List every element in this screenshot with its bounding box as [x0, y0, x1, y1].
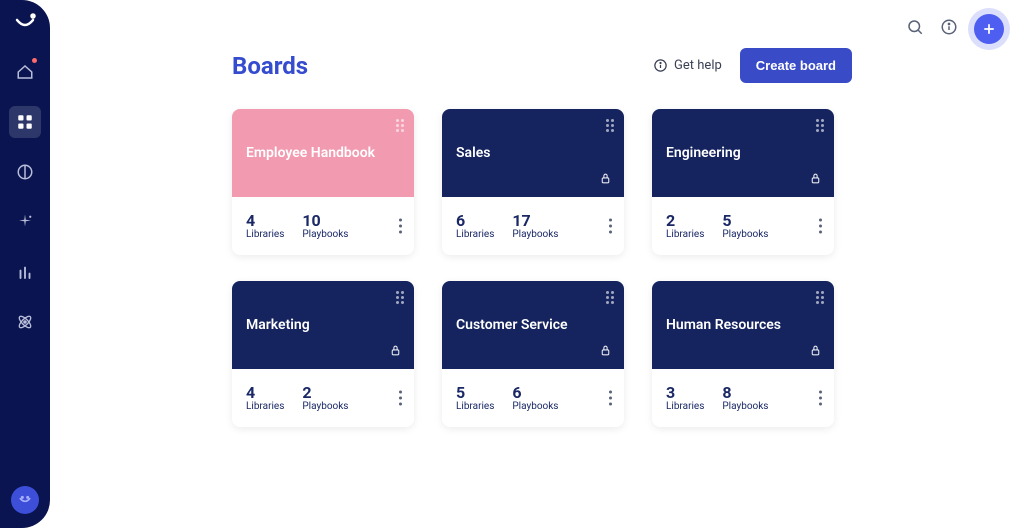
card-menu-icon[interactable]	[819, 219, 822, 234]
board-title: Human Resources	[666, 317, 820, 333]
sidebar-item-sparkle[interactable]	[9, 206, 41, 238]
stat-libraries: 4Libraries	[246, 212, 284, 241]
stat-playbooks-label: Playbooks	[302, 229, 348, 240]
board-card-top: Human Resources	[652, 281, 834, 369]
stat-libraries-label: Libraries	[666, 401, 704, 412]
stat-libraries-value: 4	[246, 212, 284, 230]
board-card-stats: 3Libraries 8Playbooks	[652, 369, 834, 427]
stat-playbooks-value: 6	[512, 384, 558, 402]
stat-playbooks-value: 2	[302, 384, 348, 402]
lock-icon	[809, 342, 822, 361]
card-menu-icon[interactable]	[399, 391, 402, 406]
header-actions: Get help Create board	[653, 48, 852, 83]
sidebar-profile[interactable]	[11, 486, 39, 514]
board-card-top: Employee Handbook	[232, 109, 414, 197]
board-card[interactable]: Human Resources 3Libraries 8Playbooks	[652, 281, 834, 427]
board-title: Employee Handbook	[246, 145, 400, 161]
board-card-stats: 6Libraries 17Playbooks	[442, 197, 624, 255]
stat-playbooks-value: 8	[722, 384, 768, 402]
lock-icon	[389, 342, 402, 361]
stat-libraries: 2Libraries	[666, 212, 704, 241]
lock-icon	[599, 170, 612, 189]
board-card[interactable]: Marketing 4Libraries 2Playbooks	[232, 281, 414, 427]
stat-libraries-label: Libraries	[456, 229, 494, 240]
board-title: Engineering	[666, 145, 820, 161]
board-card-top: Marketing	[232, 281, 414, 369]
board-card-stats: 5Libraries 6Playbooks	[442, 369, 624, 427]
board-card[interactable]: Engineering 2Libraries 5Playbooks	[652, 109, 834, 255]
stat-playbooks-label: Playbooks	[512, 229, 558, 240]
search-icon[interactable]	[906, 18, 924, 40]
drag-handle-icon[interactable]	[396, 119, 404, 132]
stat-libraries-label: Libraries	[666, 229, 704, 240]
board-card-top: Engineering	[652, 109, 834, 197]
stat-playbooks-value: 17	[512, 212, 558, 230]
stat-libraries-value: 4	[246, 384, 284, 402]
stat-playbooks: 6Playbooks	[512, 384, 558, 413]
main-content: Boards Get help Create board Employee Ha…	[232, 48, 852, 427]
stat-playbooks-label: Playbooks	[512, 401, 558, 412]
sidebar-item-boards[interactable]	[9, 106, 41, 138]
stat-libraries-label: Libraries	[456, 401, 494, 412]
board-title: Marketing	[246, 317, 400, 333]
stat-libraries: 4Libraries	[246, 384, 284, 413]
stat-libraries: 5Libraries	[456, 384, 494, 413]
stat-libraries-value: 3	[666, 384, 704, 402]
drag-handle-icon[interactable]	[606, 291, 614, 304]
stat-libraries-value: 5	[456, 384, 494, 402]
get-help-label: Get help	[674, 58, 722, 73]
stat-playbooks-label: Playbooks	[302, 401, 348, 412]
stat-playbooks-value: 5	[722, 212, 768, 230]
board-card[interactable]: Customer Service 5Libraries 6Playbooks	[442, 281, 624, 427]
board-title: Customer Service	[456, 317, 610, 333]
get-help-link[interactable]: Get help	[653, 58, 722, 73]
stat-playbooks: 8Playbooks	[722, 384, 768, 413]
card-menu-icon[interactable]	[819, 391, 822, 406]
stat-playbooks: 10Playbooks	[302, 212, 348, 241]
drag-handle-icon[interactable]	[816, 119, 824, 132]
stat-playbooks-value: 10	[302, 212, 348, 230]
stat-playbooks: 5Playbooks	[722, 212, 768, 241]
notification-dot	[32, 58, 37, 63]
add-button[interactable]	[974, 14, 1004, 44]
page-title: Boards	[232, 52, 308, 80]
board-card[interactable]: Employee Handbook 4Libraries 10Playbooks	[232, 109, 414, 255]
board-card-top: Sales	[442, 109, 624, 197]
sidebar-item-activity[interactable]	[9, 156, 41, 188]
drag-handle-icon[interactable]	[816, 291, 824, 304]
info-icon[interactable]	[940, 18, 958, 40]
board-title: Sales	[456, 145, 610, 161]
board-card-stats: 4Libraries 10Playbooks	[232, 197, 414, 255]
card-menu-icon[interactable]	[609, 219, 612, 234]
lock-icon	[809, 170, 822, 189]
create-board-button[interactable]: Create board	[740, 48, 852, 83]
stat-libraries-label: Libraries	[246, 401, 284, 412]
board-card-stats: 2Libraries 5Playbooks	[652, 197, 834, 255]
card-menu-icon[interactable]	[609, 391, 612, 406]
stat-playbooks: 17Playbooks	[512, 212, 558, 241]
card-menu-icon[interactable]	[399, 219, 402, 234]
logo-icon	[13, 10, 37, 38]
stat-libraries: 6Libraries	[456, 212, 494, 241]
stat-libraries-label: Libraries	[246, 229, 284, 240]
board-card-stats: 4Libraries 2Playbooks	[232, 369, 414, 427]
sidebar-item-analytics[interactable]	[9, 256, 41, 288]
drag-handle-icon[interactable]	[606, 119, 614, 132]
stat-playbooks-label: Playbooks	[722, 229, 768, 240]
board-card-top: Customer Service	[442, 281, 624, 369]
stat-playbooks: 2Playbooks	[302, 384, 348, 413]
stat-libraries: 3Libraries	[666, 384, 704, 413]
stat-libraries-value: 2	[666, 212, 704, 230]
topbar	[906, 14, 1004, 44]
page-header: Boards Get help Create board	[232, 48, 852, 83]
boards-grid: Employee Handbook4Libraries10PlaybooksSa…	[232, 109, 852, 427]
drag-handle-icon[interactable]	[396, 291, 404, 304]
sidebar	[0, 0, 50, 528]
sidebar-item-atom[interactable]	[9, 306, 41, 338]
stat-playbooks-label: Playbooks	[722, 401, 768, 412]
sidebar-item-home[interactable]	[9, 56, 41, 88]
stat-libraries-value: 6	[456, 212, 494, 230]
board-card[interactable]: Sales 6Libraries 17Playbooks	[442, 109, 624, 255]
lock-icon	[599, 342, 612, 361]
